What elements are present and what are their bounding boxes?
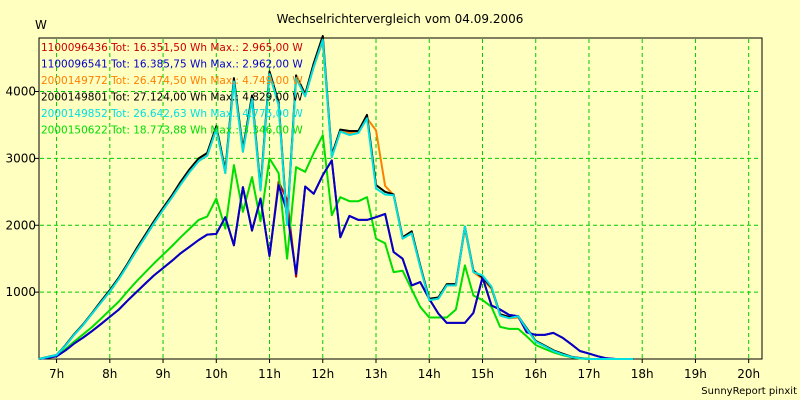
series-line-5 xyxy=(38,38,634,360)
x-tick-label: 10h xyxy=(205,367,228,381)
legend: 1100096436 Tot: 16.351,50 Wh Max.: 2.965… xyxy=(41,42,303,137)
x-tick-label: 19h xyxy=(684,367,707,381)
x-tick-label: 20h xyxy=(737,367,760,381)
legend-entry-5: 2000149852 Tot: 26.642,63 Wh Max.: 4.775… xyxy=(41,108,303,120)
legend-entry-1: 1100096436 Tot: 16.351,50 Wh Max.: 2.965… xyxy=(41,42,303,54)
legend-entry-3: 2000149772 Tot: 26.474,50 Wh Max.: 4.749… xyxy=(41,75,303,87)
x-tick-label: 14h xyxy=(418,367,441,381)
x-tick-label: 9h xyxy=(155,367,170,381)
x-tick-label: 13h xyxy=(365,367,388,381)
series-line-2 xyxy=(38,159,634,360)
legend-entry-6: 2000150622 Tot: 18.773,88 Wh Max.: 3.346… xyxy=(41,125,303,137)
x-tick-label: 8h xyxy=(102,367,117,381)
y-tick-label: 3000 xyxy=(5,151,36,165)
x-axis: 7h 8h 9h 10h 11h 12h 13h 14h 15h 16h 17h 18h 19h 20h xyxy=(49,359,760,381)
x-tick-label: 16h xyxy=(524,367,547,381)
chart-title: Wechselrichtervergleich vom 04.09.2006 xyxy=(277,12,524,26)
legend-entry-2: 1100096541 Tot: 16.385,75 Wh Max.: 2.962… xyxy=(41,59,303,71)
y-axis-label: W xyxy=(35,18,47,32)
x-tick-label: 15h xyxy=(471,367,494,381)
x-tick-label: 17h xyxy=(578,367,601,381)
x-tick-label: 12h xyxy=(311,367,334,381)
x-tick-label: 7h xyxy=(49,367,64,381)
y-axis: 1000 2000 3000 4000 xyxy=(5,85,39,299)
series-lines xyxy=(38,35,634,360)
y-tick-label: 4000 xyxy=(5,85,36,99)
x-tick-label: 18h xyxy=(631,367,654,381)
y-tick-label: 1000 xyxy=(5,285,36,299)
credit-label: SunnyReport pinxit xyxy=(701,386,797,397)
x-tick-label: 11h xyxy=(258,367,281,381)
y-tick-label: 2000 xyxy=(5,218,36,232)
legend-entry-4: 2000149801 Tot: 27.124,00 Wh Max.: 4.829… xyxy=(41,92,303,104)
